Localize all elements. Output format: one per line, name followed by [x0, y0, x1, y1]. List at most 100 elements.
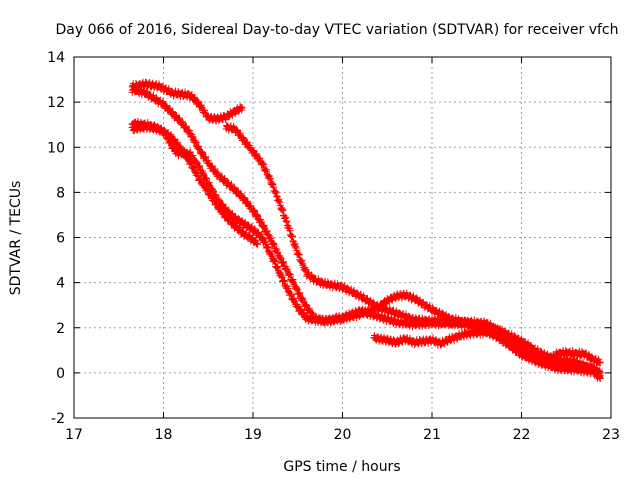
data-point: [181, 148, 189, 156]
data-point: [251, 207, 259, 215]
data-point: [206, 191, 214, 199]
data-point: [263, 227, 271, 235]
data-point: [259, 221, 267, 229]
data-point: [259, 161, 267, 169]
data-point: [298, 260, 306, 268]
data-point: [282, 283, 290, 291]
data-point: [276, 253, 284, 261]
data-point: [277, 272, 285, 280]
data-point: [270, 240, 278, 248]
data-point: [260, 223, 268, 231]
data-point: [253, 240, 261, 248]
x-tick-label: 18: [155, 427, 173, 443]
data-point: [264, 171, 272, 179]
y-tick-label: 4: [56, 276, 65, 292]
data-point: [291, 240, 299, 248]
data-point: [191, 93, 199, 101]
data-point: [286, 271, 294, 279]
data-point: [174, 138, 182, 146]
data-point: [279, 259, 287, 267]
data-point: [274, 262, 282, 270]
data-point: [298, 294, 306, 302]
data-point: [287, 231, 295, 239]
data-point: [198, 149, 206, 157]
data-point: [273, 245, 281, 253]
data-point: [269, 180, 277, 188]
data-point: [270, 256, 278, 264]
data-point: [187, 91, 195, 99]
data-point: [187, 159, 195, 167]
data-point: [197, 147, 205, 155]
data-point: [290, 296, 298, 304]
data-point: [194, 97, 202, 105]
data-point: [596, 359, 604, 367]
data-point: [193, 169, 201, 177]
data-point: [292, 243, 300, 251]
data-point: [280, 277, 288, 285]
data-point: [297, 258, 305, 266]
data-point: [206, 189, 214, 197]
data-point: [215, 195, 223, 203]
data-point: [240, 194, 248, 202]
data-point: [228, 218, 236, 226]
data-point: [197, 175, 205, 183]
data-point: [267, 251, 275, 259]
data-point: [290, 279, 298, 287]
data-point: [272, 188, 280, 196]
data-point: [211, 165, 219, 173]
data-point: [293, 285, 301, 293]
data-point: [288, 232, 296, 240]
grid-layer: [74, 57, 611, 418]
data-point: [289, 275, 297, 283]
series-arc-6: [370, 326, 604, 367]
series-arc-1: [128, 78, 246, 125]
data-point: [268, 239, 276, 247]
data-point: [276, 198, 284, 206]
y-tick-label: 6: [56, 231, 65, 247]
y-tick-label: 14: [47, 50, 65, 66]
data-point: [261, 238, 269, 246]
data-point: [273, 263, 281, 271]
data-point: [202, 153, 210, 161]
y-tick-label: 8: [56, 185, 65, 201]
data-point: [281, 277, 289, 285]
data-point: [275, 252, 283, 260]
data-point: [290, 294, 298, 302]
data-point: [279, 207, 287, 215]
y-tick-label: 2: [56, 321, 65, 337]
data-point: [270, 183, 278, 191]
data-point: [201, 106, 209, 114]
x-tick-label: 17: [65, 427, 83, 443]
data-point: [270, 239, 278, 247]
data-point: [190, 163, 198, 171]
data-point: [280, 258, 288, 266]
data-point: [256, 217, 264, 225]
data-point: [176, 143, 184, 151]
data-point: [596, 371, 604, 379]
data-point: [253, 211, 261, 219]
data-point: [200, 170, 208, 178]
data-point: [212, 199, 220, 207]
y-tick-label: 12: [47, 95, 65, 111]
data-point: [287, 291, 295, 299]
data-point: [264, 243, 272, 251]
data-point: [238, 104, 246, 112]
data-point: [267, 234, 275, 242]
data-point: [295, 251, 303, 259]
chart-title: Day 066 of 2016, Sidereal Day-to-day VTE…: [55, 22, 618, 38]
data-point: [237, 190, 245, 198]
data-point: [180, 149, 188, 157]
data-point: [283, 218, 291, 226]
data-point: [203, 184, 211, 192]
data-point: [266, 175, 274, 183]
data-point: [271, 189, 279, 197]
marker-layer: [128, 78, 604, 383]
x-tick-label: 20: [334, 427, 352, 443]
data-point: [186, 158, 194, 166]
tick-layer: 17 18 19 20 21 22 23 -2 0 2 4 6 8 10 12 14: [47, 50, 620, 443]
data-point: [529, 351, 537, 359]
data-point: [296, 289, 304, 297]
data-point: [293, 300, 301, 308]
